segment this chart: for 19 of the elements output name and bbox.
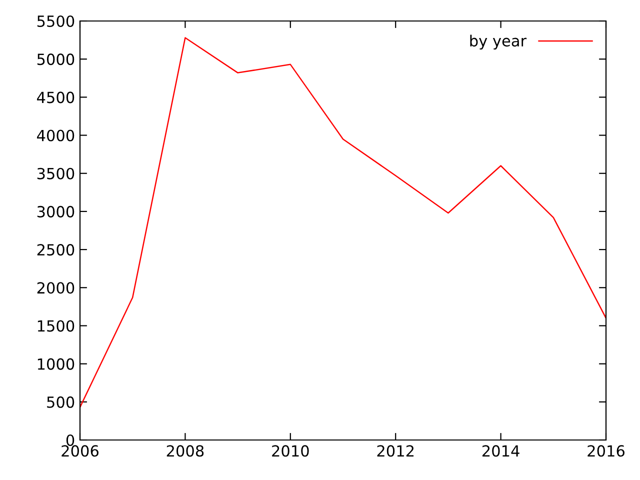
y-tick-label: 2500 <box>37 244 74 256</box>
y-tick-label: 2000 <box>37 282 74 294</box>
legend-label: by year <box>470 34 527 50</box>
x-tick-label: 2016 <box>588 445 624 457</box>
x-tick-label: 2008 <box>166 445 204 457</box>
y-tick-label: 5000 <box>37 54 74 66</box>
y-tick-label: 1000 <box>38 358 74 370</box>
x-tick-label: 2012 <box>377 445 414 457</box>
y-tick-label: 4500 <box>37 92 74 104</box>
x-tick-label: 2006 <box>62 445 98 457</box>
y-tick-label: 4000 <box>37 130 74 142</box>
y-tick-label: 3000 <box>37 206 74 218</box>
y-tick-label: 0 <box>66 434 74 446</box>
y-tick-label: 500 <box>47 396 74 408</box>
y-tick-label: 1500 <box>38 320 74 332</box>
x-tick-label: 2010 <box>272 445 309 457</box>
y-tick-label: 3500 <box>37 168 74 180</box>
x-tick-label: 2014 <box>482 445 520 457</box>
y-tick-label: 5500 <box>37 15 74 28</box>
